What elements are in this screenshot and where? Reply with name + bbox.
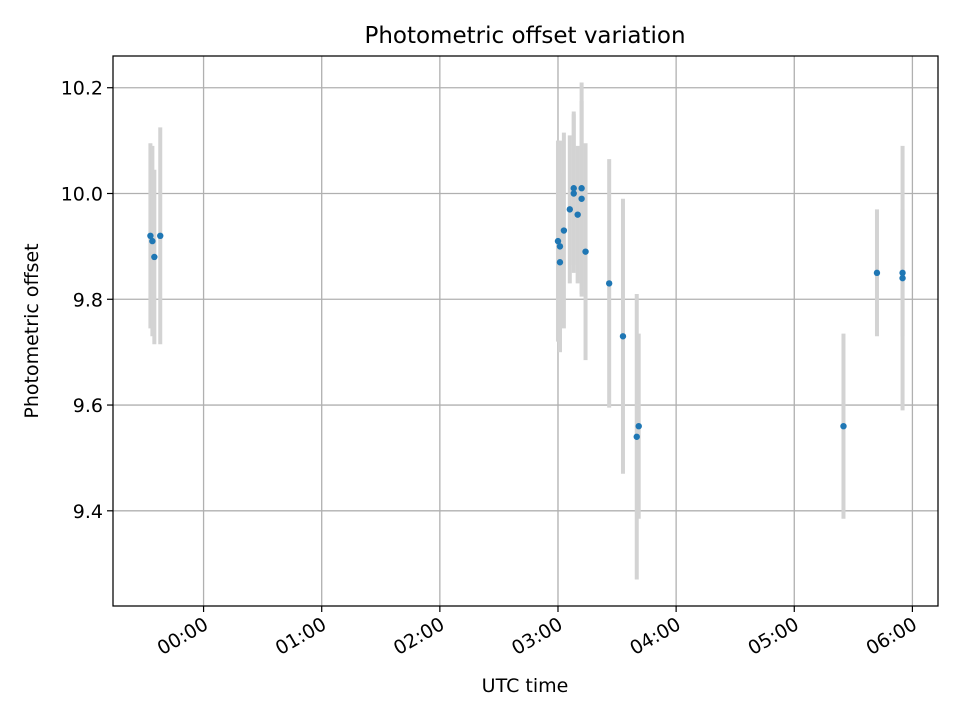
data-point (635, 422, 642, 430)
data-point (147, 232, 154, 240)
data-points (147, 185, 906, 440)
data-point (556, 243, 564, 250)
y-tick-label: 9.6 (73, 395, 103, 417)
y-axis-title: Photometric offset (21, 243, 43, 418)
data-point (605, 280, 613, 287)
data-point (619, 333, 627, 340)
data-point (151, 253, 158, 261)
data-point (582, 248, 589, 255)
data-point (633, 433, 640, 440)
data-point (899, 274, 906, 282)
data-point (556, 259, 564, 266)
data-point (149, 237, 156, 245)
plot-frame (112, 55, 939, 607)
x-axis-title: UTC time (482, 675, 569, 697)
y-tick-label: 9.8 (73, 289, 103, 311)
data-point (560, 227, 568, 234)
data-point (899, 269, 906, 277)
data-point (578, 195, 585, 202)
data-point (157, 232, 164, 240)
data-point (570, 185, 577, 192)
plot-area (113, 56, 938, 606)
data-point (840, 422, 847, 430)
y-tick-label: 9.4 (73, 501, 103, 523)
data-point (873, 269, 881, 277)
y-tick-label: 10.0 (61, 184, 103, 206)
data-point (570, 190, 577, 197)
data-point (566, 206, 574, 213)
data-point (578, 185, 585, 192)
y-axis: 9.4 9.6 9.8 10.0 10.2 (61, 78, 113, 523)
data-point (554, 237, 562, 245)
chart-title: Photometric offset variation (364, 23, 685, 49)
y-tick-label: 10.2 (61, 78, 103, 100)
data-point (574, 211, 581, 218)
